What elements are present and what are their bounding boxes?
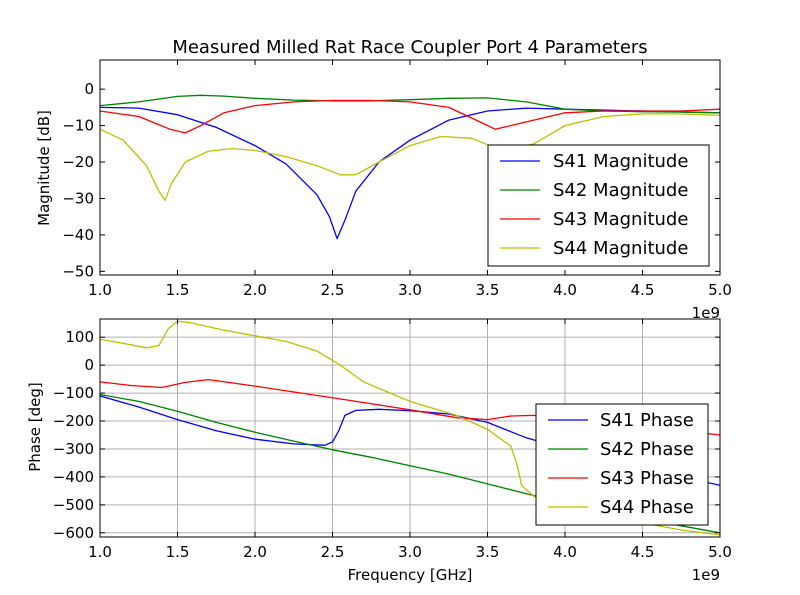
y-tick-label: 100 (65, 328, 94, 346)
magnitude-x-offset-label: 1e9 (692, 304, 720, 322)
x-tick-label: 1.5 (166, 281, 190, 299)
x-tick-label: 3.0 (398, 281, 422, 299)
legend-entry: S43 Phase (600, 468, 694, 489)
series-line-s41-magnitude (100, 106, 720, 240)
y-tick-label: 0 (84, 80, 94, 98)
x-tick-label: 4.5 (631, 543, 655, 561)
legend-entry: S42 Magnitude (553, 180, 688, 201)
x-tick-label: 3.5 (476, 281, 500, 299)
x-tick-label: 2.5 (321, 543, 345, 561)
y-tick-label: −50 (62, 262, 94, 280)
y-tick-label: −500 (53, 496, 94, 514)
x-tick-label: 1.5 (166, 543, 190, 561)
series-line-s44-magnitude (100, 113, 720, 201)
x-tick-label: 5.0 (708, 281, 732, 299)
y-tick-label: −600 (53, 524, 94, 542)
x-tick-label: 3.0 (398, 543, 422, 561)
y-tick-label: −300 (53, 440, 94, 458)
phase-x-axis-label: Frequency [GHz] (348, 566, 473, 584)
x-tick-label: 4.0 (553, 543, 577, 561)
x-tick-label: 2.0 (243, 281, 267, 299)
x-tick-label: 1.0 (88, 543, 112, 561)
y-tick-label: −200 (53, 412, 94, 430)
magnitude-legend: S41 Magnitude S42 Magnitude S43 Magnitude S… (487, 144, 710, 267)
legend-entry: S43 Magnitude (553, 209, 688, 230)
y-tick-label: 0 (84, 356, 94, 374)
x-tick-label: 4.0 (553, 281, 577, 299)
series-line-s43-magnitude (100, 99, 720, 134)
y-tick-label: −30 (62, 189, 94, 207)
x-tick-label: 3.5 (476, 543, 500, 561)
magnitude-series-lines (100, 94, 720, 240)
x-tick-label: 1.0 (88, 281, 112, 299)
legend-entry: S42 Phase (600, 439, 694, 460)
legend-entry: S41 Phase (600, 410, 694, 431)
phase-x-offset-label: 1e9 (692, 566, 720, 584)
magnitude-y-axis-label: Magnitude [dB] (35, 110, 53, 226)
magnitude-axes: Measured Milled Rat Race Coupler Port 4 … (35, 37, 732, 322)
x-tick-label: 4.5 (631, 281, 655, 299)
legend-entry: S44 Magnitude (553, 238, 688, 259)
y-tick-label: −400 (53, 468, 94, 486)
legend-entry: S41 Magnitude (553, 151, 688, 172)
x-tick-label: 2.5 (321, 281, 345, 299)
x-tick-label: 5.0 (708, 543, 732, 561)
y-tick-label: −40 (62, 226, 94, 244)
y-tick-label: −100 (53, 384, 94, 402)
y-tick-label: −10 (62, 117, 94, 135)
phase-axes: 1.0 1.5 2.0 2.5 3.0 3.5 4.0 4.5 5.0 100 0 −100 −200 −… (26, 318, 732, 584)
x-tick-label: 2.0 (243, 543, 267, 561)
legend-entry: S44 Phase (600, 497, 694, 518)
y-tick-label: −20 (62, 153, 94, 171)
phase-legend: S41 Phase S42 Phase S43 Phase S44 Phase (535, 403, 709, 526)
chart-title: Measured Milled Rat Race Coupler Port 4 … (172, 37, 647, 58)
phase-y-axis-label: Phase [deg] (26, 382, 44, 472)
